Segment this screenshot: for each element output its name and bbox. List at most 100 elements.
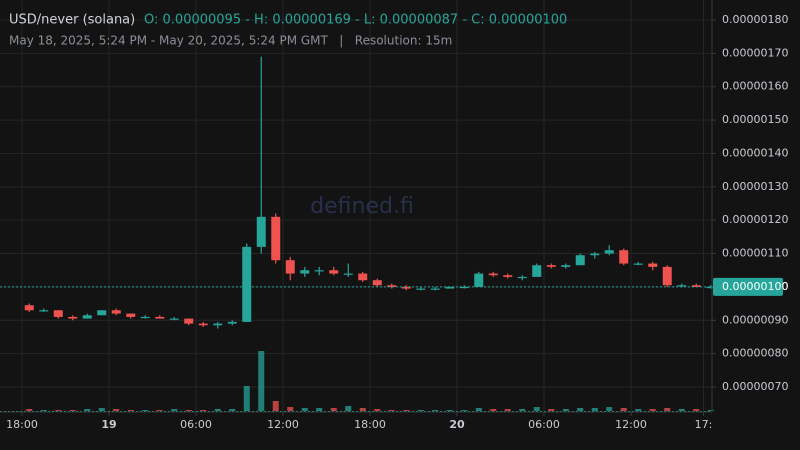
- candle-body: [227, 321, 237, 324]
- x-tick-label: 18:00: [6, 418, 38, 431]
- volume-bar: [40, 410, 47, 411]
- y-tick-label: 0.00000090: [722, 313, 788, 326]
- candle-body: [532, 265, 542, 277]
- candle-body: [445, 286, 455, 289]
- volume-bar: [214, 409, 221, 411]
- candle-body: [604, 250, 614, 254]
- volume-bar: [330, 408, 337, 411]
- candle-body: [662, 266, 672, 286]
- candle-body: [459, 286, 469, 289]
- volume-bar: [548, 409, 555, 411]
- candle-body: [387, 285, 397, 287]
- y-tick-label: 0.00000120: [722, 213, 788, 226]
- candle-body: [140, 316, 150, 319]
- candle-body: [561, 265, 571, 267]
- y-tick-label: 0.00000130: [722, 180, 788, 193]
- axes: 0.00000070 0.00000080 0.00000090 0.00000100…: [6, 13, 788, 431]
- candle-body: [329, 270, 339, 274]
- subtitle: May 18, 2025, 5:24 PM - May 20, 2025, 5:…: [9, 34, 452, 48]
- x-tick-label: 20: [449, 418, 465, 431]
- y-tick-label: 0.00000110: [722, 247, 788, 260]
- candle-body: [648, 263, 658, 267]
- volume-bar: [359, 408, 366, 411]
- candle-body: [619, 250, 629, 264]
- candle-body: [575, 255, 585, 266]
- x-tick-label: 06:00: [180, 418, 212, 431]
- volume-bar: [55, 410, 62, 411]
- volume-bar: [678, 409, 685, 411]
- candle-body: [590, 253, 600, 256]
- volume-bar: [98, 408, 105, 411]
- ohlc-header: O: 0.00000095 - H: 0.00000169 - L: 0.000…: [144, 13, 567, 28]
- candle-body: [416, 288, 426, 290]
- volume-bar: [84, 409, 91, 411]
- volume-bar: [243, 386, 250, 411]
- volume-bar: [562, 409, 569, 411]
- volume-bar: [446, 410, 453, 411]
- volume-bar: [403, 410, 410, 411]
- y-tick-label: 0.00000160: [722, 80, 788, 93]
- volume-bar: [272, 401, 279, 411]
- volume-bar: [519, 409, 526, 411]
- candle-body: [68, 316, 78, 319]
- last-price-label: 0.00000100: [722, 280, 788, 293]
- volume-bar: [113, 409, 120, 411]
- y-tick-label: 0.00000080: [722, 347, 788, 360]
- candle-body: [488, 273, 498, 276]
- volume-bar: [461, 410, 468, 411]
- volume-bar: [69, 410, 76, 411]
- volume-bar: [417, 410, 424, 411]
- candle-body: [503, 275, 513, 277]
- y-tick-label: 0.00000180: [722, 13, 788, 26]
- candle-body: [401, 286, 411, 289]
- x-tick-label: 12:00: [267, 418, 299, 431]
- candle-body: [271, 216, 281, 261]
- volume-bar: [258, 351, 265, 411]
- volume-bar: [345, 406, 352, 411]
- candle-body: [184, 318, 194, 324]
- volume-bar: [287, 407, 294, 411]
- volume-bar: [591, 408, 598, 411]
- volume-bar: [649, 409, 656, 411]
- volume-bar: [229, 409, 236, 411]
- candle-body: [474, 273, 484, 287]
- volume-bar: [200, 410, 207, 411]
- candle-body: [677, 285, 687, 287]
- volume-bar: [316, 408, 323, 411]
- candle-body: [256, 216, 266, 247]
- candle-body: [53, 310, 63, 317]
- x-tick-label: 12:00: [615, 418, 647, 431]
- candle-body: [82, 315, 92, 319]
- x-tick-label: 06:00: [528, 418, 560, 431]
- candle-body: [198, 323, 208, 326]
- volume-bar: [707, 410, 714, 411]
- candle-body: [24, 305, 34, 311]
- candle-body: [691, 285, 701, 287]
- chart-title: USD/never (solana): [9, 13, 135, 28]
- candle-body: [155, 316, 165, 319]
- y-tick-label: 0.00000170: [722, 46, 788, 59]
- y-tick-label: 0.00000150: [722, 113, 788, 126]
- volume-bar: [185, 410, 192, 411]
- candle-body: [314, 270, 324, 272]
- volume-bar: [693, 409, 700, 411]
- volume-bar: [388, 410, 395, 411]
- candle-body: [213, 323, 223, 326]
- volume-bar: [127, 410, 134, 411]
- y-tick-label: 0.00000070: [722, 380, 788, 393]
- volume-bar: [142, 410, 149, 411]
- volume-bar: [475, 408, 482, 411]
- volume-bar: [504, 409, 511, 411]
- candle-body: [97, 310, 107, 316]
- candle-body: [546, 265, 556, 267]
- candle-body: [242, 246, 252, 322]
- candle-body: [285, 260, 295, 274]
- volume-bar: [635, 409, 642, 411]
- candle-body: [169, 318, 179, 320]
- last-price-box: [713, 277, 783, 296]
- x-tick-label: 19: [101, 418, 116, 431]
- x-tick-label: 17:: [695, 418, 713, 431]
- candle-body: [430, 288, 440, 290]
